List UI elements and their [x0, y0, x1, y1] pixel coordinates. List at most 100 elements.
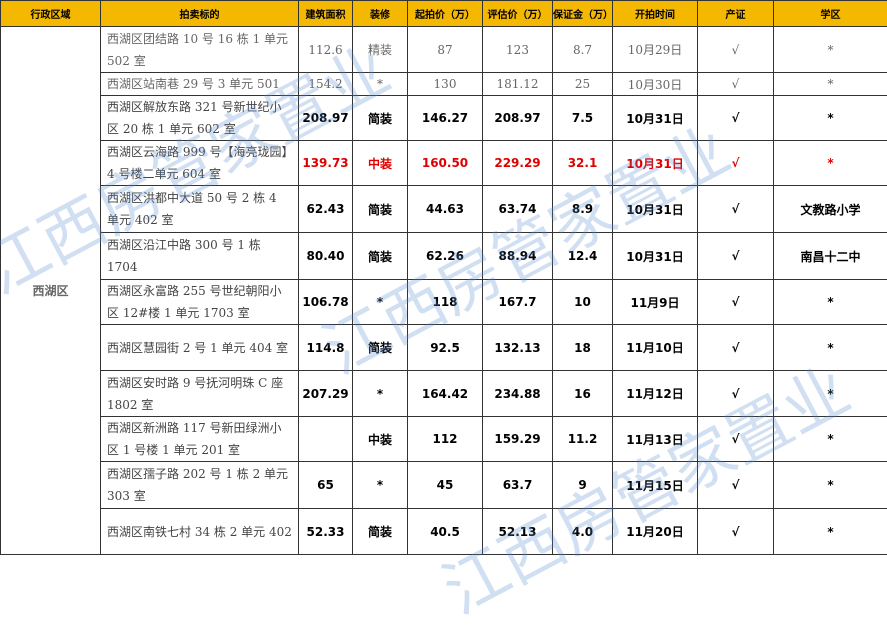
table-cell: 文教路小学: [774, 186, 887, 233]
table-cell: *: [774, 509, 887, 555]
table-cell: 62.43: [299, 186, 353, 233]
column-header: 保证金（万）: [553, 1, 613, 27]
table-cell: √: [698, 186, 774, 233]
table-cell: 11月15日: [613, 462, 698, 509]
table-cell: 18: [553, 325, 613, 371]
address-cell: 西湖区解放东路 321 号新世纪小区 20 栋 1 单元 602 室: [101, 96, 299, 141]
table-cell: √: [698, 27, 774, 73]
address-cell: 西湖区云海路 999 号【海亮珑园】4 号楼二单元 604 室: [101, 141, 299, 186]
table-cell: 132.13: [483, 325, 553, 371]
table-cell: 10: [553, 280, 613, 325]
table-cell: 11月9日: [613, 280, 698, 325]
table-cell: 7.5: [553, 96, 613, 141]
table-cell: 32.1: [553, 141, 613, 186]
table-cell: 11.2: [553, 417, 613, 462]
address-cell: 西湖区安时路 9 号抚河明珠 C 座 1802 室: [101, 371, 299, 417]
table-cell: 207.29: [299, 371, 353, 417]
table-cell: 106.78: [299, 280, 353, 325]
table-cell: 10月31日: [613, 96, 698, 141]
table-cell: *: [774, 96, 887, 141]
table-cell: 118: [408, 280, 483, 325]
table-cell: 167.7: [483, 280, 553, 325]
table-cell: 4.0: [553, 509, 613, 555]
column-header: 评估价（万）: [483, 1, 553, 27]
table-cell: 10月31日: [613, 186, 698, 233]
table-cell: √: [698, 417, 774, 462]
table-cell: 208.97: [299, 96, 353, 141]
table-cell: *: [774, 462, 887, 509]
table-cell: 11月20日: [613, 509, 698, 555]
table-cell: *: [774, 141, 887, 186]
table-cell: 9: [553, 462, 613, 509]
table-cell: [299, 417, 353, 462]
table-cell: 229.29: [483, 141, 553, 186]
column-header: 拍卖标的: [101, 1, 299, 27]
table-cell: 130: [408, 73, 483, 96]
column-header: 起拍价（万）: [408, 1, 483, 27]
table-cell: 简装: [353, 325, 408, 371]
column-header: 装修: [353, 1, 408, 27]
address-cell: 西湖区新洲路 117 号新田绿洲小区 1 号楼 1 单元 201 室: [101, 417, 299, 462]
table-cell: 10月29日: [613, 27, 698, 73]
table-cell: 181.12: [483, 73, 553, 96]
header-row: 行政区域拍卖标的建筑面积装修起拍价（万）评估价（万）保证金（万）开拍时间产证学区: [1, 1, 887, 27]
address-cell: 西湖区孺子路 202 号 1 栋 2 单元 303 室: [101, 462, 299, 509]
table-cell: 154.2: [299, 73, 353, 96]
address-cell: 西湖区沿江中路 300 号 1 栋 1704: [101, 233, 299, 280]
table-cell: 简装: [353, 233, 408, 280]
address-cell: 西湖区站南巷 29 号 3 单元 501: [101, 73, 299, 96]
auction-table: 行政区域拍卖标的建筑面积装修起拍价（万）评估价（万）保证金（万）开拍时间产证学区…: [0, 0, 887, 555]
table-cell: 65: [299, 462, 353, 509]
table-cell: 208.97: [483, 96, 553, 141]
table-cell: √: [698, 325, 774, 371]
table-cell: *: [774, 27, 887, 73]
table-cell: 简装: [353, 186, 408, 233]
column-header: 学区: [774, 1, 887, 27]
table-cell: *: [774, 280, 887, 325]
table-cell: *: [774, 325, 887, 371]
address-cell: 西湖区南铁七村 34 栋 2 单元 402: [101, 509, 299, 555]
table-cell: 10月31日: [613, 141, 698, 186]
region-cell: 西湖区: [1, 27, 101, 555]
table-cell: 146.27: [408, 96, 483, 141]
table-cell: 87: [408, 27, 483, 73]
table-cell: 12.4: [553, 233, 613, 280]
table-cell: 简装: [353, 509, 408, 555]
table-cell: 80.40: [299, 233, 353, 280]
table-cell: 160.50: [408, 141, 483, 186]
table-cell: 52.33: [299, 509, 353, 555]
table-cell: 南昌十二中: [774, 233, 887, 280]
column-header: 产证: [698, 1, 774, 27]
column-header: 开拍时间: [613, 1, 698, 27]
table-cell: √: [698, 462, 774, 509]
address-cell: 西湖区团结路 10 号 16 栋 1 单元 502 室: [101, 27, 299, 73]
address-cell: 西湖区永富路 255 号世纪朝阳小区 12#楼 1 单元 1703 室: [101, 280, 299, 325]
table-cell: 8.7: [553, 27, 613, 73]
table-cell: 11月13日: [613, 417, 698, 462]
table-cell: 139.73: [299, 141, 353, 186]
table-cell: 简装: [353, 96, 408, 141]
table-cell: √: [698, 280, 774, 325]
table-cell: 10月30日: [613, 73, 698, 96]
table-cell: 中装: [353, 141, 408, 186]
table-cell: 中装: [353, 417, 408, 462]
table-cell: 25: [553, 73, 613, 96]
table-cell: √: [698, 509, 774, 555]
address-cell: 西湖区慧园街 2 号 1 单元 404 室: [101, 325, 299, 371]
table-cell: 8.9: [553, 186, 613, 233]
column-header: 行政区域: [1, 1, 101, 27]
table-cell: 164.42: [408, 371, 483, 417]
table-cell: 精装: [353, 27, 408, 73]
table-cell: 52.13: [483, 509, 553, 555]
table-cell: *: [353, 371, 408, 417]
table-cell: *: [774, 417, 887, 462]
